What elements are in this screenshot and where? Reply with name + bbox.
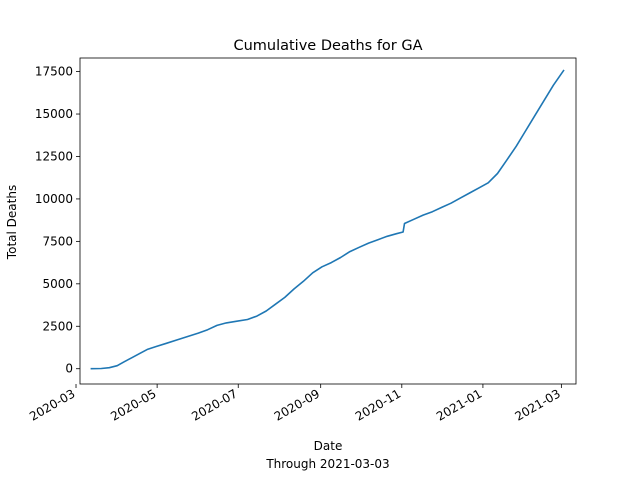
x-tick-label: 2020-07 [189,386,239,423]
y-tick-label: 2500 [42,319,73,333]
x-tick-label: 2020-03 [27,386,77,423]
plot-frame [79,57,577,385]
x-tick-label: 2021-01 [434,386,484,423]
y-tick-label: 7500 [42,234,73,248]
y-tick-label: 0 [65,362,73,376]
y-tick-label: 5000 [42,277,73,291]
x-axis-note: Through 2021-03-03 [265,457,389,471]
y-tick-label: 15000 [35,107,73,121]
y-axis-label: Total Deaths [5,185,19,260]
series-line [90,69,565,370]
x-tick-label: 2020-11 [353,386,403,423]
x-axis-label: Date [314,439,343,453]
x-tick-label: 2020-09 [272,386,322,423]
x-tick-label: 2021-03 [512,386,562,423]
x-tick-label: 2020-05 [108,386,158,423]
y-tick-label: 17500 [35,65,73,79]
y-tick-label: 12500 [35,149,73,163]
chart-title: Cumulative Deaths for GA [233,38,422,54]
plot-area [79,57,577,385]
y-axis: 0 2500 5000 7500 10000 12500 15000 17500 [35,65,80,376]
y-tick-label: 10000 [35,192,73,206]
x-axis: 2020-03 2020-05 2020-07 2020-09 2020-11 2021-… [27,384,563,424]
